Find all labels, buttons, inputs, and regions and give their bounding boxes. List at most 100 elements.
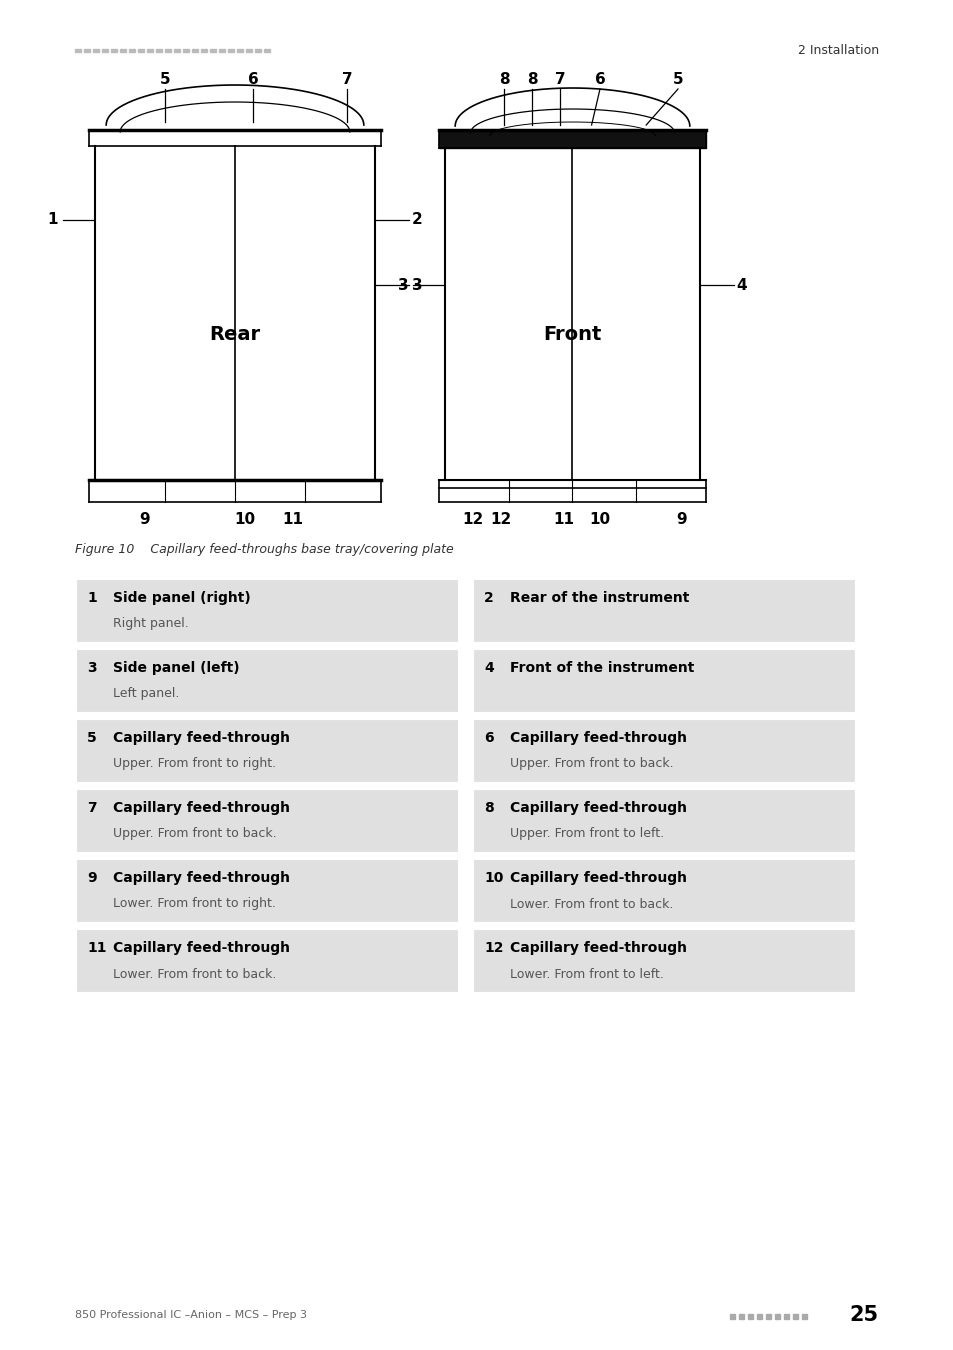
Bar [757, 1314, 761, 1319]
Bar [219, 49, 225, 53]
Text: 11: 11 [553, 513, 574, 528]
Text: 8: 8 [483, 801, 494, 815]
Bar [801, 1314, 806, 1319]
Text: 2: 2 [483, 591, 494, 605]
Bar [75, 49, 81, 53]
Text: 25: 25 [849, 1305, 878, 1324]
FancyBboxPatch shape [75, 788, 459, 855]
Text: 9: 9 [676, 513, 686, 528]
Bar [765, 1314, 770, 1319]
Text: 7: 7 [87, 801, 96, 815]
Bar [111, 49, 117, 53]
Text: Capillary feed-through: Capillary feed-through [112, 871, 290, 886]
FancyBboxPatch shape [472, 648, 856, 714]
Text: 2: 2 [411, 212, 422, 228]
Text: Capillary feed-through: Capillary feed-through [510, 871, 686, 886]
Bar [138, 49, 144, 53]
Bar [147, 49, 152, 53]
FancyBboxPatch shape [472, 859, 856, 923]
Bar [739, 1314, 743, 1319]
Text: 4: 4 [483, 662, 494, 675]
Text: Upper. From front to right.: Upper. From front to right. [112, 757, 275, 771]
Text: Upper. From front to back.: Upper. From front to back. [112, 828, 276, 841]
Bar [747, 1314, 752, 1319]
Text: Front: Front [543, 325, 601, 344]
Bar [92, 49, 99, 53]
Text: Capillary feed-through: Capillary feed-through [510, 801, 686, 815]
Text: 1: 1 [87, 591, 96, 605]
Text: Rear of the instrument: Rear of the instrument [510, 591, 689, 605]
Text: 8: 8 [526, 73, 537, 88]
Text: 5: 5 [672, 73, 682, 88]
Text: Side panel (left): Side panel (left) [112, 662, 239, 675]
Text: 10: 10 [589, 513, 610, 528]
Bar [102, 49, 108, 53]
Text: 2 Installation: 2 Installation [797, 43, 878, 57]
Text: 12: 12 [490, 513, 511, 528]
Text: Front of the instrument: Front of the instrument [510, 662, 694, 675]
FancyBboxPatch shape [75, 718, 459, 784]
Text: Capillary feed-through: Capillary feed-through [112, 730, 290, 745]
Text: 11: 11 [87, 941, 107, 954]
Bar [201, 49, 207, 53]
Bar [84, 49, 90, 53]
Text: Capillary feed-through: Capillary feed-through [112, 801, 290, 815]
Text: Upper. From front to left.: Upper. From front to left. [510, 828, 663, 841]
Text: 3: 3 [397, 278, 408, 293]
Text: 4: 4 [736, 278, 746, 293]
Text: 7: 7 [554, 73, 565, 88]
Bar [264, 49, 270, 53]
Bar [228, 49, 233, 53]
Bar [792, 1314, 797, 1319]
Text: 12: 12 [483, 941, 503, 954]
Text: 6: 6 [594, 73, 605, 88]
Bar [120, 49, 126, 53]
Text: Capillary feed-through: Capillary feed-through [510, 941, 686, 954]
Text: Lower. From front to back.: Lower. From front to back. [112, 968, 276, 980]
Text: 12: 12 [462, 513, 483, 528]
Text: 5: 5 [87, 730, 96, 745]
Text: 5: 5 [159, 73, 171, 88]
Bar [236, 49, 243, 53]
FancyBboxPatch shape [75, 927, 459, 994]
Text: Figure 10    Capillary feed-throughs base tray/covering plate: Figure 10 Capillary feed-throughs base t… [75, 544, 454, 556]
Text: Lower. From front to back.: Lower. From front to back. [510, 898, 673, 910]
Bar [246, 49, 252, 53]
Bar [783, 1314, 788, 1319]
FancyBboxPatch shape [472, 927, 856, 994]
Text: 10: 10 [234, 513, 255, 528]
FancyBboxPatch shape [75, 859, 459, 923]
Bar [774, 1314, 780, 1319]
Text: Lower. From front to left.: Lower. From front to left. [510, 968, 663, 980]
Bar [165, 49, 171, 53]
Bar [183, 49, 189, 53]
Text: Capillary feed-through: Capillary feed-through [112, 941, 290, 954]
Bar [129, 49, 135, 53]
Text: 3: 3 [412, 278, 422, 293]
Text: Upper. From front to back.: Upper. From front to back. [510, 757, 673, 771]
FancyBboxPatch shape [472, 578, 856, 644]
FancyBboxPatch shape [75, 648, 459, 714]
Text: 850 Professional IC –Anion – MCS – Prep 3: 850 Professional IC –Anion – MCS – Prep … [75, 1310, 307, 1320]
FancyBboxPatch shape [472, 788, 856, 855]
Text: 9: 9 [87, 871, 96, 886]
Bar [210, 49, 215, 53]
Bar [192, 49, 198, 53]
Text: 3: 3 [87, 662, 96, 675]
Bar [729, 1314, 734, 1319]
Text: 6: 6 [248, 73, 258, 88]
Text: 6: 6 [483, 730, 493, 745]
Text: Rear: Rear [210, 325, 260, 344]
Bar [173, 49, 180, 53]
Text: Capillary feed-through: Capillary feed-through [510, 730, 686, 745]
Text: Lower. From front to right.: Lower. From front to right. [112, 898, 275, 910]
Text: Side panel (right): Side panel (right) [112, 591, 251, 605]
Text: 10: 10 [483, 871, 503, 886]
Text: 1: 1 [48, 212, 58, 228]
Bar [156, 49, 162, 53]
Text: Right panel.: Right panel. [112, 617, 189, 630]
Bar [254, 49, 261, 53]
Text: 8: 8 [498, 73, 509, 88]
FancyBboxPatch shape [75, 578, 459, 644]
Text: 7: 7 [341, 73, 352, 88]
